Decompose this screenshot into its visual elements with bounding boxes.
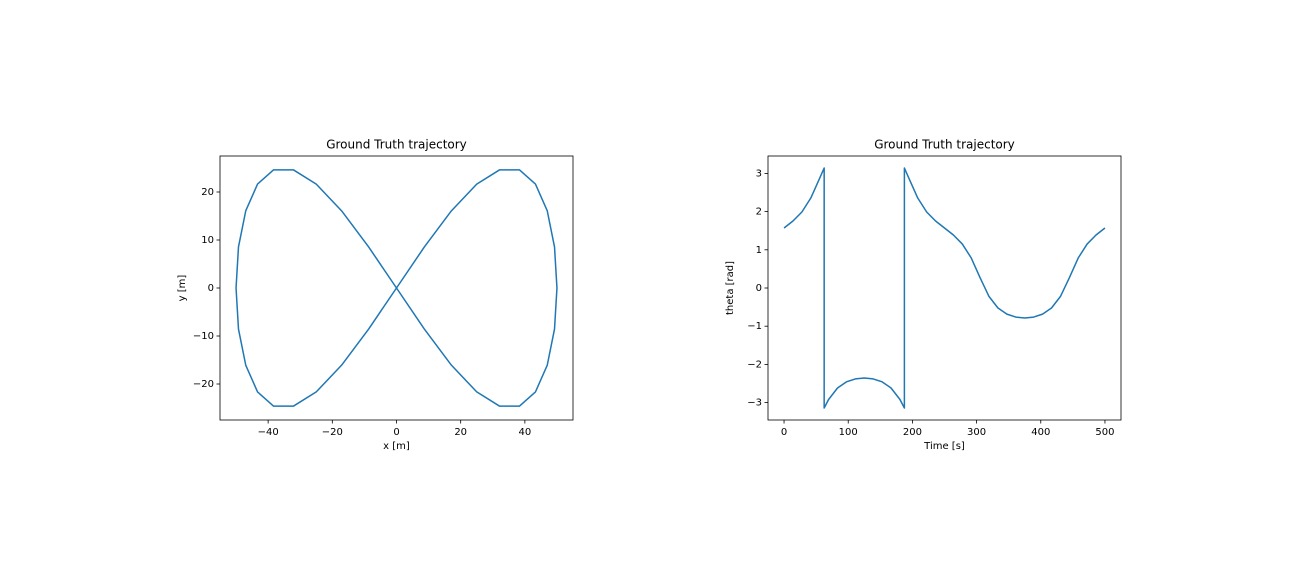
x-tick-label: 500	[1095, 427, 1114, 438]
x-tick-label: −20	[322, 427, 343, 438]
x-tick-label: −40	[258, 427, 279, 438]
y-tick-label: 2	[756, 207, 762, 218]
data-line	[235, 169, 558, 407]
plot-frame	[219, 155, 574, 421]
y-tick-label: 0	[756, 283, 762, 294]
y-tick-label: −20	[193, 379, 214, 390]
plot-frame	[767, 155, 1122, 421]
data-line	[783, 167, 1106, 409]
chart-title: Ground Truth trajectory	[874, 138, 1015, 152]
y-tick-label: −2	[747, 359, 762, 370]
x-axis-label: x [m]	[383, 441, 410, 452]
y-tick-label: −1	[747, 321, 762, 332]
y-tick-label: 20	[201, 187, 214, 198]
x-tick-label: 300	[967, 427, 986, 438]
y-tick-label: −3	[747, 398, 762, 409]
y-tick-label: 10	[201, 235, 214, 246]
y-tick-label: 0	[208, 283, 214, 294]
x-tick-label: 200	[903, 427, 922, 438]
y-tick-label: 3	[756, 168, 762, 179]
y-axis-label: y [m]	[177, 275, 188, 302]
chart-title: Ground Truth trajectory	[326, 138, 467, 152]
x-tick-label: 400	[1031, 427, 1050, 438]
x-tick-label: 0	[781, 427, 787, 438]
x-tick-label: 0	[393, 427, 399, 438]
y-axis-label: theta [rad]	[725, 261, 736, 315]
y-tick-label: 1	[756, 245, 762, 256]
x-tick-label: 20	[454, 427, 467, 438]
x-axis-label: Time [s]	[923, 441, 965, 452]
y-tick-label: −10	[193, 331, 214, 342]
x-tick-label: 100	[839, 427, 858, 438]
x-tick-label: 40	[518, 427, 531, 438]
